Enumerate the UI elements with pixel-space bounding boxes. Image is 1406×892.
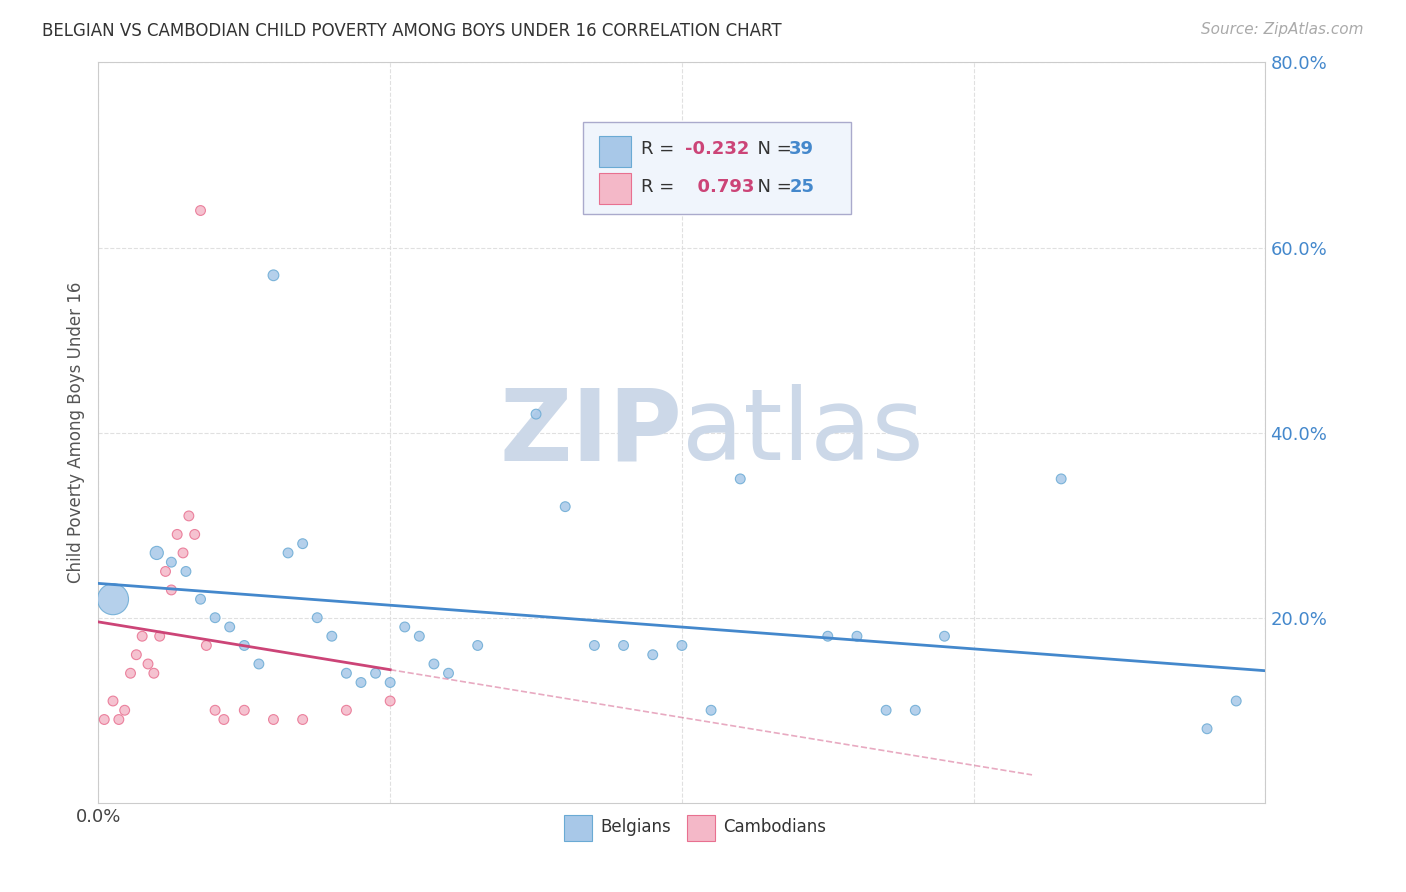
FancyBboxPatch shape xyxy=(564,815,592,840)
Point xyxy=(380,694,402,708)
Point xyxy=(146,546,169,560)
Point xyxy=(934,629,956,643)
Point xyxy=(233,639,256,653)
Text: Belgians: Belgians xyxy=(600,818,671,836)
Point xyxy=(142,666,165,681)
Text: Cambodians: Cambodians xyxy=(723,818,825,836)
Point xyxy=(364,666,387,681)
Point xyxy=(641,648,664,662)
Point xyxy=(335,666,357,681)
Text: R =: R = xyxy=(641,178,681,196)
Point xyxy=(183,527,205,541)
Point xyxy=(408,629,430,643)
Y-axis label: Child Poverty Among Boys Under 16: Child Poverty Among Boys Under 16 xyxy=(66,282,84,583)
Point xyxy=(817,629,839,643)
FancyBboxPatch shape xyxy=(599,136,630,167)
Text: R =: R = xyxy=(641,140,681,158)
Point xyxy=(204,703,226,717)
Point xyxy=(212,713,235,727)
Point xyxy=(177,508,200,523)
Point xyxy=(321,629,343,643)
FancyBboxPatch shape xyxy=(599,173,630,204)
Point xyxy=(114,703,136,717)
Point xyxy=(467,639,489,653)
Point xyxy=(335,703,357,717)
Point xyxy=(583,639,606,653)
Point xyxy=(204,610,226,624)
Point xyxy=(730,472,752,486)
Point xyxy=(612,639,634,653)
Point xyxy=(437,666,460,681)
Point xyxy=(291,536,314,550)
FancyBboxPatch shape xyxy=(686,815,714,840)
Point xyxy=(155,565,177,579)
Point xyxy=(101,592,124,607)
Point xyxy=(108,713,131,727)
Point xyxy=(1225,694,1247,708)
Point xyxy=(247,657,270,671)
Text: N =: N = xyxy=(747,178,797,196)
Point xyxy=(423,657,446,671)
Point xyxy=(262,268,284,283)
Point xyxy=(218,620,240,634)
Point xyxy=(195,639,218,653)
Point xyxy=(101,694,124,708)
Point xyxy=(125,648,148,662)
Point xyxy=(350,675,373,690)
Point xyxy=(262,713,284,727)
Point xyxy=(120,666,142,681)
Point xyxy=(93,713,115,727)
Text: atlas: atlas xyxy=(682,384,924,481)
Point xyxy=(149,629,172,643)
Point xyxy=(1195,722,1218,736)
Point xyxy=(554,500,576,514)
Text: Source: ZipAtlas.com: Source: ZipAtlas.com xyxy=(1201,22,1364,37)
Text: N =: N = xyxy=(747,140,797,158)
Text: BELGIAN VS CAMBODIAN CHILD POVERTY AMONG BOYS UNDER 16 CORRELATION CHART: BELGIAN VS CAMBODIAN CHILD POVERTY AMONG… xyxy=(42,22,782,40)
Point xyxy=(277,546,299,560)
Point xyxy=(190,203,212,218)
Point xyxy=(136,657,159,671)
Point xyxy=(394,620,416,634)
Point xyxy=(524,407,547,421)
Point xyxy=(875,703,897,717)
Text: -0.232: -0.232 xyxy=(685,140,749,158)
Point xyxy=(291,713,314,727)
Text: 39: 39 xyxy=(789,140,814,158)
Point xyxy=(172,546,194,560)
Point xyxy=(160,555,183,569)
Text: 0.793: 0.793 xyxy=(685,178,755,196)
Point xyxy=(160,582,183,597)
Point xyxy=(700,703,723,717)
Point xyxy=(1050,472,1073,486)
Point xyxy=(174,565,197,579)
Point xyxy=(190,592,212,607)
Point xyxy=(131,629,153,643)
Point xyxy=(671,639,693,653)
Point xyxy=(380,675,402,690)
Point xyxy=(904,703,927,717)
Point xyxy=(233,703,256,717)
Text: 25: 25 xyxy=(789,178,814,196)
Point xyxy=(846,629,869,643)
Point xyxy=(307,610,329,624)
Point xyxy=(166,527,188,541)
FancyBboxPatch shape xyxy=(582,121,851,214)
Text: ZIP: ZIP xyxy=(499,384,682,481)
